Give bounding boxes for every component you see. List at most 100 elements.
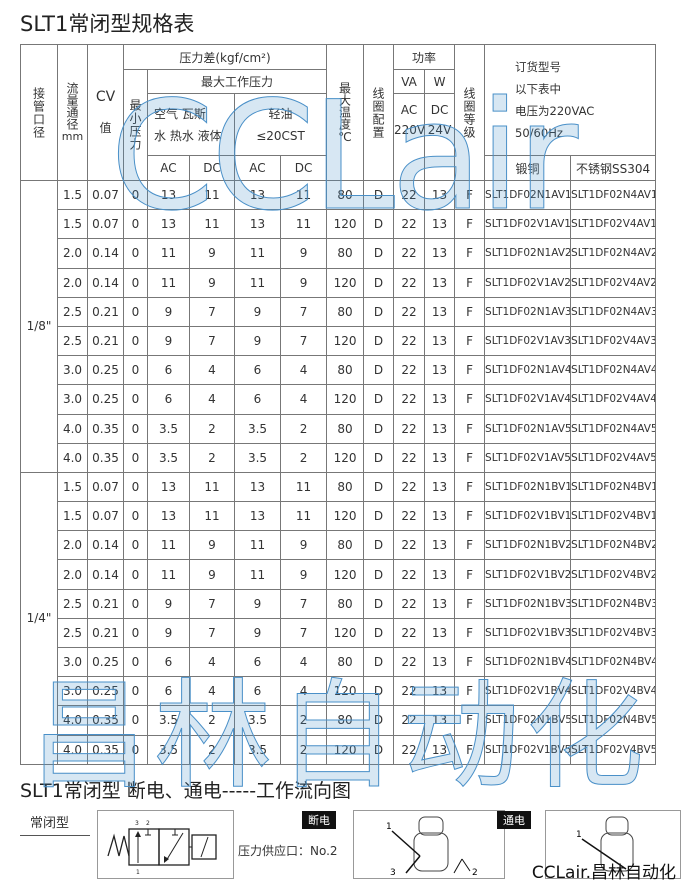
cell-coil-class: F [454, 238, 486, 269]
cell-flow: 4.0 [57, 734, 88, 765]
cell-cv: 0.07 [87, 471, 124, 503]
cell-min-pressure: 0 [123, 413, 148, 444]
cell-w: 13 [424, 501, 456, 532]
cell-ac-water: 6 [147, 676, 190, 707]
cell-code-ss: SLT1DF02N4BV5 [570, 705, 657, 736]
cell-code-ss: SLT1DF02N4BV2 [570, 530, 657, 561]
cell-max-temp: 80 [326, 238, 365, 269]
cell-coil-class: F [454, 267, 486, 298]
cell-min-pressure: 0 [123, 530, 148, 561]
cell-coil-config: D [363, 676, 395, 707]
cell-w: 13 [424, 296, 456, 327]
cell-max-temp: 80 [326, 588, 365, 619]
cell-dc-water: 9 [189, 530, 235, 561]
cell-cv: 0.07 [87, 501, 124, 532]
cell-coil-config: D [363, 413, 395, 444]
table-row: 1.5 0.07 0 13 11 13 11 120 D 22 13 F SLT1DF02V1BV1 SL… [21, 501, 657, 532]
cell-dc-water: 11 [189, 209, 235, 240]
cell-w: 13 [424, 355, 456, 386]
cell-coil-class: F [454, 559, 486, 590]
order-note-3: 50/60Hz [515, 126, 563, 140]
cell-ac-oil: 13 [234, 471, 281, 503]
cell-dc-water: 4 [189, 355, 235, 386]
cell-cv: 0.25 [87, 646, 124, 678]
cell-cv: 0.21 [87, 325, 124, 357]
cell-flow: 2.0 [57, 238, 88, 269]
cell-code-brass: SLT1DF02V1BV5 [484, 734, 572, 765]
cell-va: 22 [393, 559, 426, 590]
cell-max-temp: 120 [326, 617, 365, 649]
cell-code-brass: SLT1DF02V1AV4 [484, 384, 572, 415]
cell-flow: 2.0 [57, 530, 88, 561]
cell-coil-config: D [363, 646, 395, 678]
cell-code-brass: SLT1DF02N1AV5 [484, 413, 572, 444]
off-port-3: 3 [390, 868, 396, 878]
supply-port-label: 压力供应口：No.2 [238, 844, 338, 858]
cell-coil-class: F [454, 179, 486, 211]
cell-w: 13 [424, 384, 456, 415]
cell-ac-water: 11 [147, 267, 190, 298]
cell-ac-oil: 13 [234, 501, 281, 532]
cell-coil-class: F [454, 296, 486, 327]
cell-code-ss: SLT1DF02V4BV5 [570, 734, 657, 765]
cell-min-pressure: 0 [123, 325, 148, 357]
table-row: 3.0 0.25 0 6 4 6 4 120 D 22 13 F SLT1DF02V1AV4 SLT1DF… [21, 384, 657, 415]
cell-w: 13 [424, 646, 456, 678]
cell-code-brass: SLT1DF02N1BV4 [484, 646, 572, 678]
header-max-temp-label: 最大温度 [337, 81, 352, 130]
cell-coil-class: F [454, 617, 486, 649]
spec-table: 接管口径 流量通径 mm CV 值 压力差(kgf/cm²) 最大温度 ℃ 线圈配置 … [20, 44, 657, 765]
cell-w: 13 [424, 442, 456, 473]
cell-ac-oil: 11 [234, 559, 281, 590]
media-water-line1: 空气 瓦斯 [154, 106, 206, 121]
cell-dc-water: 2 [189, 413, 235, 444]
cell-va: 22 [393, 179, 426, 211]
header-dc24: DC 24V [424, 93, 456, 181]
cell-coil-class: F [454, 413, 486, 444]
cell-cv: 0.14 [87, 238, 124, 269]
cell-max-temp: 120 [326, 559, 365, 590]
order-note-2: 电压为220VAC [515, 104, 595, 118]
table-row: 3.0 0.25 0 6 4 6 4 120 D 22 13 F SLT1DF02V1BV4 SLT1DF… [21, 676, 657, 707]
cell-va: 22 [393, 588, 426, 619]
cell-max-temp: 120 [326, 325, 365, 357]
cell-flow: 2.5 [57, 617, 88, 649]
media-oil-line1: 轻油 [268, 106, 293, 121]
cell-dc-oil: 2 [279, 413, 328, 444]
cell-ac-oil: 11 [234, 267, 281, 298]
cell-dc-water: 4 [189, 646, 235, 678]
table-row: 1/8" 1.5 0.07 0 13 11 13 11 80 D 22 13 F SLT1DF02N1AV… [20, 179, 657, 473]
table-row: 2.5 0.21 0 9 7 9 7 120 D 22 13 F SLT1DF02V1BV3 SLT1DF… [21, 617, 657, 649]
cell-coil-config: D [363, 442, 395, 473]
header-ac1: AC [147, 155, 190, 181]
cell-code-brass: SLT1DF02V1BV2 [484, 559, 572, 590]
cell-va: 22 [393, 705, 426, 736]
table-row: 2.5 0.21 0 9 7 9 7 80 D 22 13 F SLT1DF02N1AV3 SLT1DF0… [21, 296, 657, 327]
cell-max-temp: 120 [326, 267, 365, 298]
cell-ac-water: 6 [147, 355, 190, 386]
header-coil-class: 线圈等级 [454, 44, 486, 181]
header-media-water: 空气 瓦斯水 热水 液体 [147, 93, 235, 156]
cell-cv: 0.35 [87, 442, 124, 473]
cell-code-brass: SLT1DF02V1AV1 [484, 209, 572, 240]
header-ac2: AC [234, 155, 281, 181]
table-row: 3.0 0.25 0 6 4 6 4 80 D 22 13 F SLT1DF02N1AV4 SLT1DF0… [21, 355, 657, 386]
cell-va: 22 [393, 267, 426, 298]
table-row: 1/4" 1.5 0.07 0 13 11 13 11 80 D 22 13 F SLT1DF02N1BV… [20, 471, 657, 765]
media-water-line2: 水 热水 液体 [154, 128, 222, 143]
cell-dc-oil: 7 [279, 325, 328, 357]
cell-dc-water: 2 [189, 442, 235, 473]
cell-dc-oil: 11 [279, 179, 328, 211]
cell-flow: 1.5 [57, 209, 88, 240]
cell-ac-water: 11 [147, 238, 190, 269]
cell-w: 13 [424, 413, 456, 444]
cell-code-brass: SLT1DF02V1AV2 [484, 267, 572, 298]
cell-ac-water: 3.5 [147, 442, 190, 473]
cell-dc-water: 4 [189, 384, 235, 415]
cell-max-temp: 80 [326, 705, 365, 736]
header-dc1: DC [189, 155, 235, 181]
cell-min-pressure: 0 [123, 384, 148, 415]
header-flow-unit: mm [61, 130, 84, 143]
order-title: 订货型号 [515, 60, 562, 74]
header-ss: 不锈钢SS304 [570, 155, 657, 181]
